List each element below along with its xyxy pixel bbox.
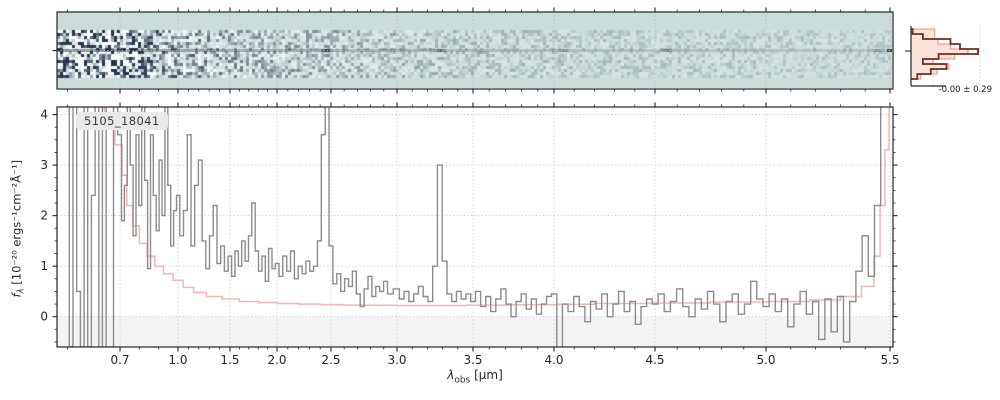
x-tick-label: 4.0 — [544, 353, 563, 367]
x-tick-label: 1.0 — [168, 353, 187, 367]
x-tick-label: 0.7 — [110, 353, 129, 367]
y-tick-label: 1 — [40, 259, 48, 273]
histogram-stats-annotation: -0.00 ± 0.29 — [938, 85, 992, 95]
x-tick-label: 2.0 — [267, 353, 286, 367]
2d-spectrum-image — [57, 12, 892, 88]
y-axis-label-unit: [10⁻²⁰ ergs⁻¹cm⁻²Å⁻¹] — [9, 159, 24, 289]
x-tick-label: 5.0 — [756, 353, 775, 367]
below-zero-band — [57, 316, 893, 347]
x-axis-label-symbol: λ — [447, 368, 455, 382]
y-axis-label-subscript: λ — [16, 288, 27, 294]
y-tick-label: 3 — [40, 158, 48, 172]
x-tick-label: 3.5 — [463, 353, 482, 367]
x-tick-label: 2.5 — [321, 353, 340, 367]
source-id-label: 5105_18041 — [76, 112, 168, 130]
x-axis-label-subscript: obs — [454, 375, 471, 386]
x-tick-label: 3.0 — [387, 353, 406, 367]
x-tick-label: 4.5 — [645, 353, 664, 367]
main-panel-border — [56, 106, 894, 348]
x-tick-label: 1.5 — [220, 353, 239, 367]
y-tick-label: 0 — [40, 310, 48, 324]
y-axis-label-symbol: f — [9, 293, 24, 298]
y-tick-label: 2 — [40, 209, 48, 223]
x-axis-label-unit: [μm] — [470, 368, 503, 382]
x-axis-label: λobs [μm] — [375, 368, 575, 385]
y-tick-label: 4 — [40, 108, 48, 122]
x-tick-label: 5.5 — [880, 353, 899, 367]
y-axis-label: fλ [10⁻²⁰ ergs⁻¹cm⁻²Å⁻¹] — [9, 109, 26, 349]
spectrum-curve — [68, 107, 882, 347]
histogram-outline — [911, 28, 979, 80]
